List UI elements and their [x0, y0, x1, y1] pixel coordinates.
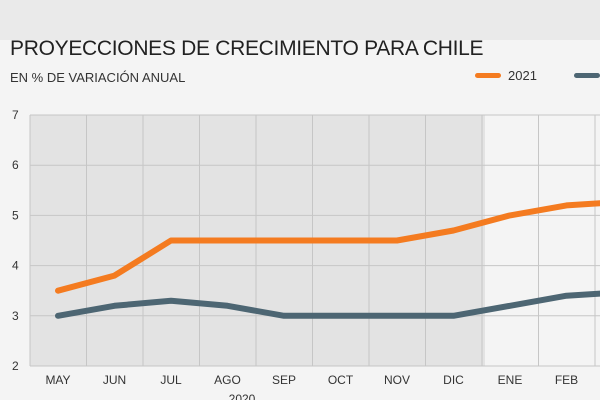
x-tick-label-jun: JUN	[103, 373, 126, 387]
series-line-series-2	[55, 290, 600, 319]
y-tick-label-3: 3	[12, 309, 19, 323]
series-line-2021	[55, 200, 600, 294]
x-tick-label-nov: NOV	[384, 373, 410, 387]
x-tick-label-ene: ENE	[498, 373, 523, 387]
x-tick-label-sep: SEP	[272, 373, 296, 387]
x-tick-label-ago: AGO	[214, 373, 241, 387]
x-tick-label-dic: DIC	[443, 373, 464, 387]
legend-label-2021: 2021	[508, 68, 537, 83]
x-tick-label-jul: JUL	[160, 373, 182, 387]
legend-swatch-2021	[475, 73, 501, 78]
y-tick-label-6: 6	[12, 158, 19, 172]
chart-title: PROYECCIONES DE CRECIMIENTO PARA CHILE	[10, 37, 484, 60]
y-tick-label-4: 4	[12, 259, 19, 273]
y-tick-label-7: 7	[12, 108, 19, 122]
y-tick-label-2: 2	[12, 359, 19, 373]
x-tick-label-oct: OCT	[328, 373, 354, 387]
top-band	[0, 0, 600, 40]
y-tick-label-5: 5	[12, 208, 19, 222]
x-axis-label: 2020	[229, 392, 256, 400]
legend-swatch-series-2	[574, 73, 600, 78]
x-tick-label-feb: FEB	[555, 373, 578, 387]
chart-subtitle: EN % DE VARIACIÓN ANUAL	[10, 70, 186, 85]
x-tick-label-may: MAY	[45, 373, 70, 387]
